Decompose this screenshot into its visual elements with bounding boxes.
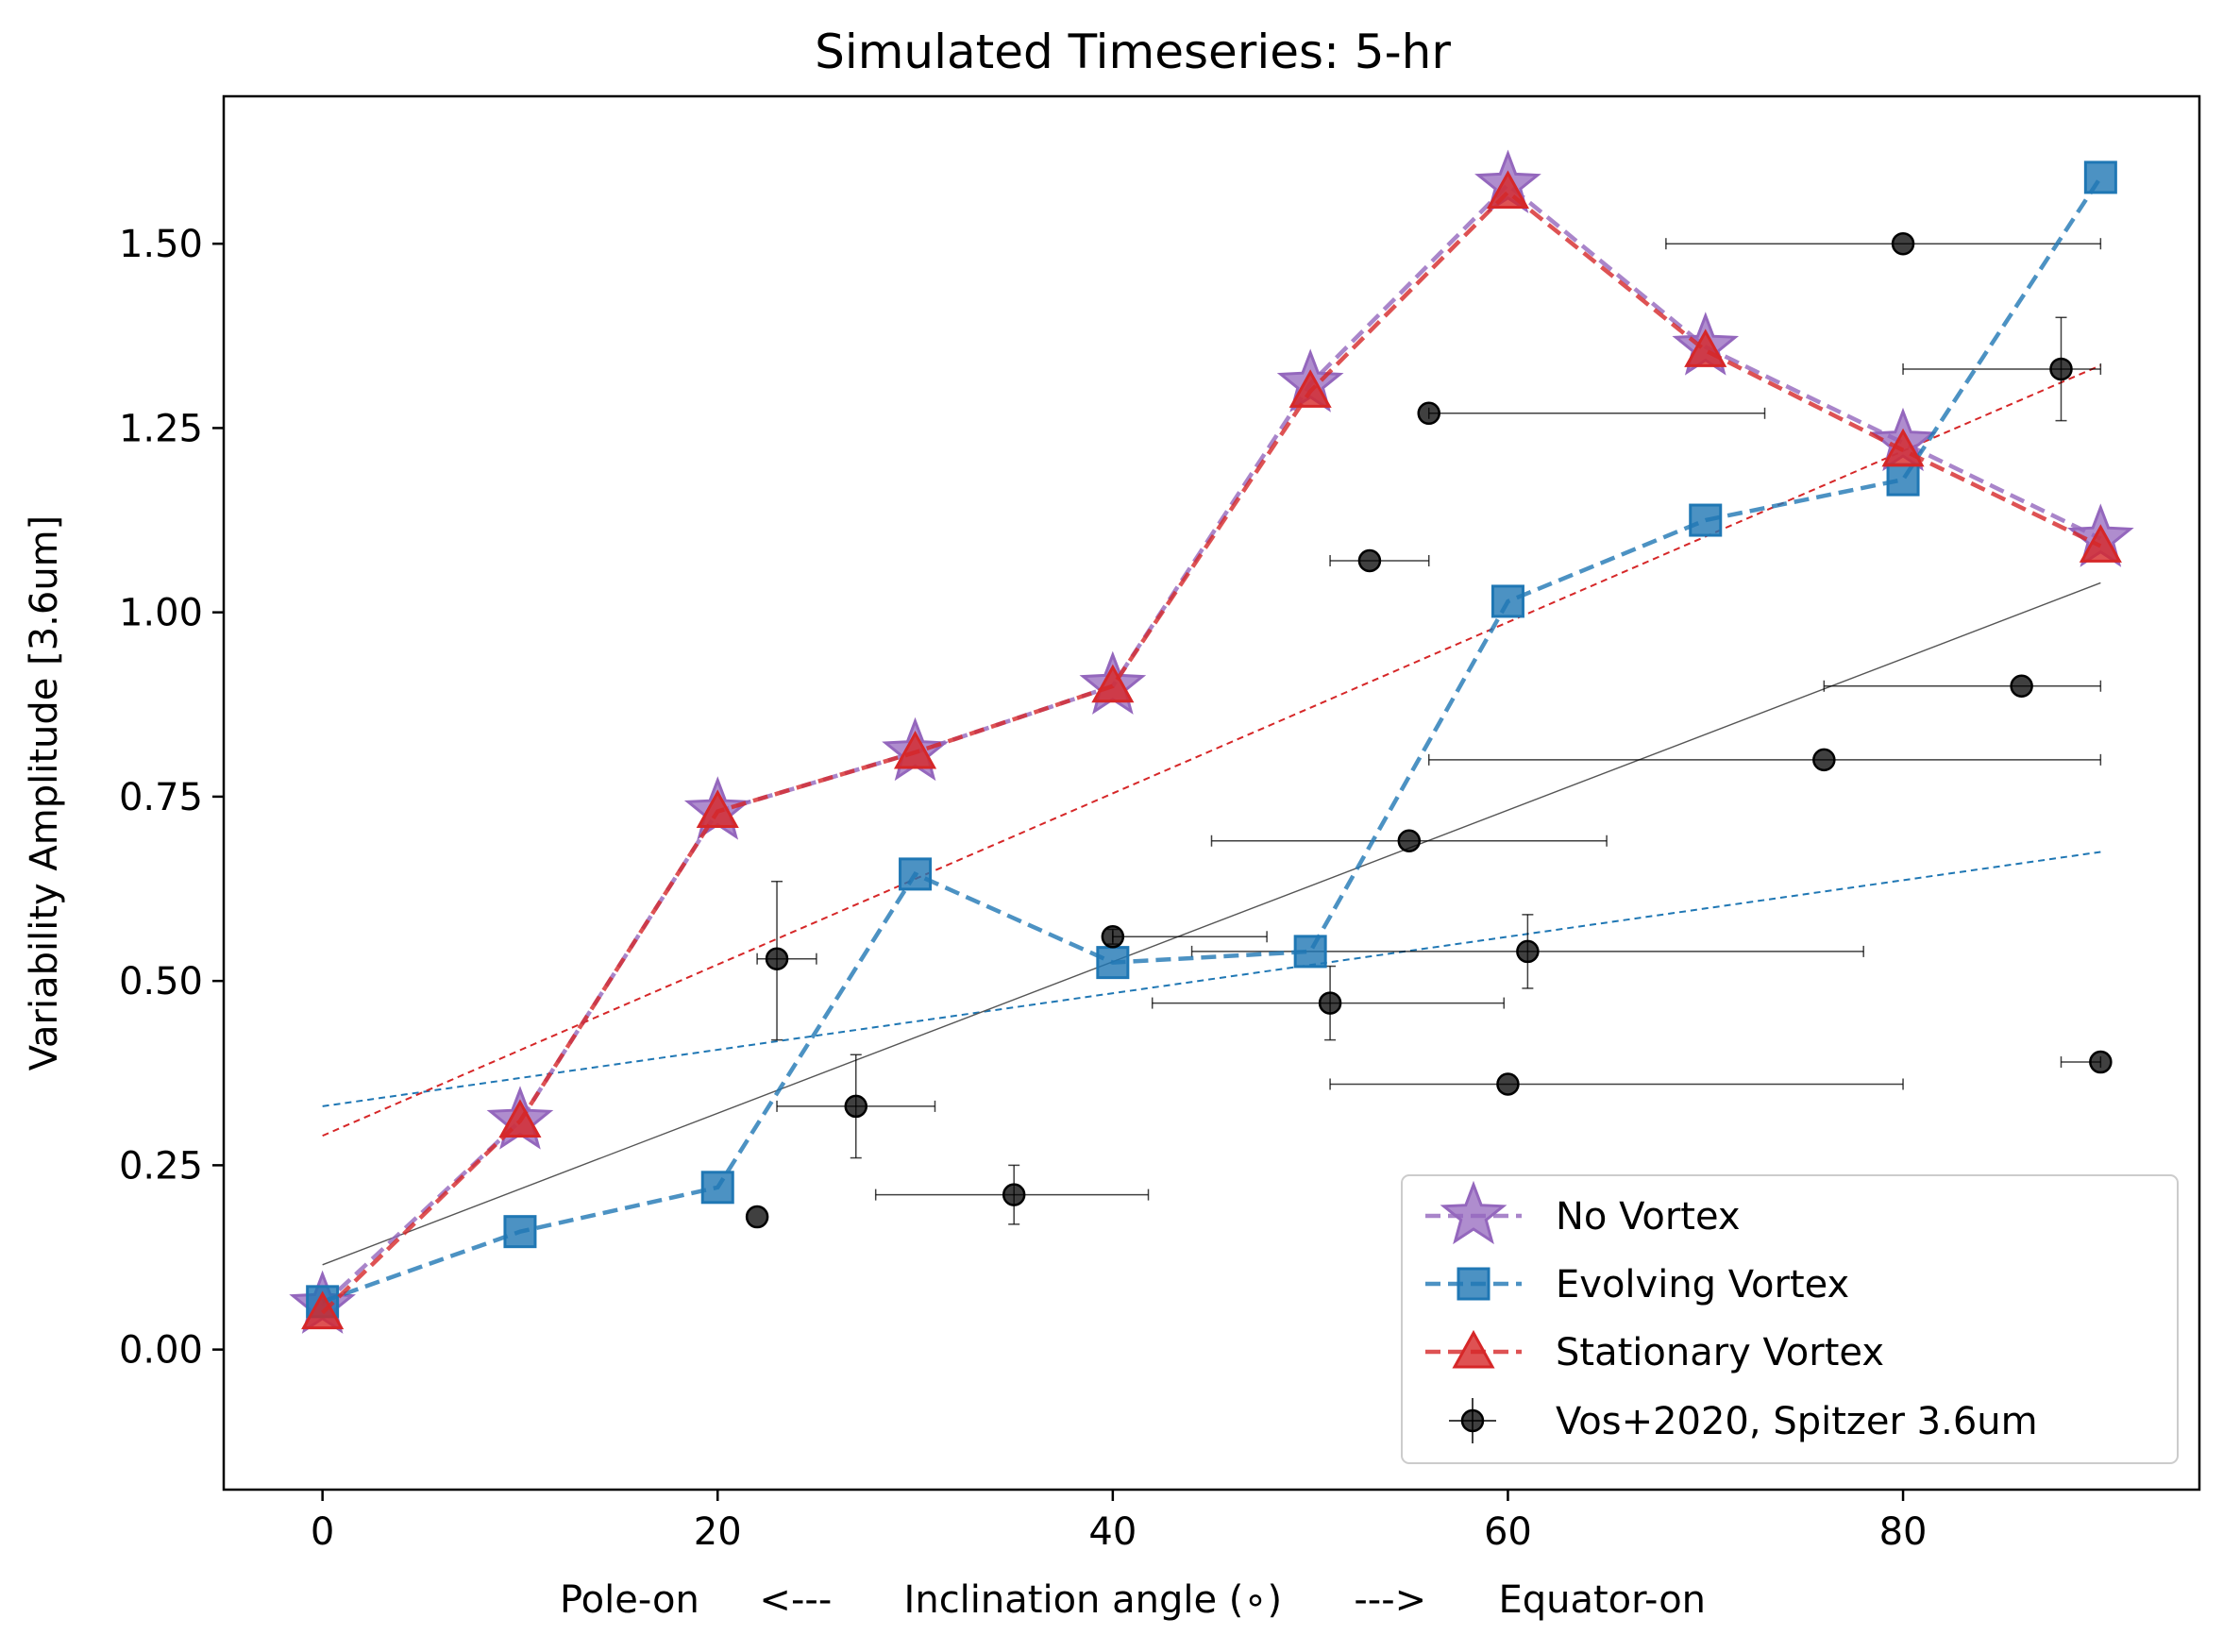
observation-point	[1357, 548, 1382, 573]
chart-title: Simulated Timeseries: 5-hr	[815, 25, 1451, 79]
series-point	[1486, 170, 1529, 210]
observation-point	[765, 947, 789, 970]
series-point	[894, 730, 937, 769]
x-tick-label: 80	[1879, 1510, 1928, 1554]
observation-point	[1812, 748, 1836, 772]
series-point	[1288, 369, 1332, 408]
series-point	[899, 857, 933, 891]
observation-point	[1002, 1183, 1026, 1206]
legend-label: Stationary Vortex	[1556, 1331, 1884, 1374]
observation-point	[1417, 401, 1440, 426]
y-tick-label: 0.50	[119, 960, 203, 1003]
series-evolving-vortex	[306, 160, 2117, 1319]
x-tick-label: 60	[1484, 1510, 1532, 1554]
series-point	[1689, 503, 1723, 537]
x-axis-label: Pole-on <--- Inclination angle (∘) ---> …	[560, 1578, 1706, 1622]
series-point	[2079, 524, 2122, 563]
legend-item: Vos+2020, Spitzer 3.6um	[1449, 1398, 2038, 1443]
errorbar-8	[1427, 407, 1766, 419]
legend: No Vortex Evolving Vortex Stationary Vorte…	[1401, 1174, 2179, 1464]
observation-point	[745, 1205, 769, 1229]
y-tick-label: 1.00	[119, 592, 203, 635]
series-point	[498, 1099, 542, 1138]
errorbar-9	[1329, 1078, 1904, 1090]
trend-line-1	[322, 364, 2101, 1138]
y-axis-label: Variability Amplitude [3.6um]	[23, 515, 66, 1070]
series-line	[321, 176, 2103, 1305]
series-point	[1490, 584, 1524, 618]
series-point	[1293, 935, 1327, 969]
x-tick-label: 40	[1088, 1510, 1137, 1554]
legend-box	[1401, 1174, 2179, 1464]
series-point	[2083, 160, 2117, 194]
series-line	[321, 181, 2102, 1307]
observation-point	[1516, 939, 1540, 964]
series-line	[321, 189, 2102, 1315]
trend-line-0	[322, 851, 2101, 1107]
model-series	[289, 149, 2134, 1334]
observation-point	[1891, 231, 1915, 256]
plot-frame	[222, 94, 2201, 1492]
series-point	[1886, 463, 1920, 497]
y-tick-label: 1.50	[119, 223, 203, 266]
legend-marker	[1440, 1180, 1507, 1245]
trend-line-2	[322, 582, 2101, 1266]
observation-point	[1496, 1072, 1520, 1096]
legend-marker	[1460, 1408, 1485, 1433]
observation-point	[1318, 991, 1342, 1015]
series-no-vortex	[289, 149, 2134, 1334]
legend-marker	[1457, 1267, 1490, 1301]
series-point	[1091, 664, 1135, 703]
errorbar-13	[1823, 680, 2102, 692]
series-point	[301, 1290, 345, 1330]
errorbar-4	[1106, 928, 1268, 945]
y-tick-label: 0.25	[119, 1144, 203, 1188]
legend-label: Vos+2020, Spitzer 3.6um	[1556, 1400, 2038, 1443]
series-point	[1096, 946, 1130, 980]
observation-point	[2089, 1050, 2113, 1074]
y-axis-ticks: 0.00 0.25 0.50 0.75 1.00 1.25 1.50	[119, 223, 224, 1373]
legend-item: No Vortex	[1425, 1180, 1741, 1245]
x-tick-label: 20	[694, 1510, 742, 1554]
observation-points	[745, 231, 2113, 1229]
series-stationary-vortex	[301, 170, 2122, 1330]
errorbar-11	[1427, 753, 2102, 766]
series-point	[1881, 428, 1925, 467]
observation-point	[844, 1094, 868, 1119]
legend-item: Evolving Vortex	[1425, 1263, 1849, 1306]
series-point	[696, 789, 739, 829]
legend-label: Evolving Vortex	[1556, 1263, 1849, 1306]
y-tick-label: 0.75	[119, 776, 203, 819]
observation-errorbars	[756, 238, 2102, 1225]
y-tick-label: 0.00	[119, 1329, 203, 1373]
trend-lines	[322, 364, 2101, 1266]
errorbar-12	[1665, 238, 2102, 250]
y-tick-label: 1.25	[119, 407, 203, 450]
observation-point	[1397, 829, 1422, 853]
x-tick-label: 0	[311, 1510, 334, 1554]
legend-label: No Vortex	[1556, 1195, 1741, 1239]
observation-point	[2010, 674, 2033, 699]
series-point	[1684, 329, 1727, 367]
observation-point	[1101, 925, 1125, 949]
observation-point	[2049, 357, 2073, 381]
x-axis-ticks: 0 20 40 60 80	[311, 1490, 1928, 1554]
legend-marker	[1452, 1329, 1495, 1369]
series-point	[503, 1215, 537, 1249]
legend-item: Stationary Vortex	[1425, 1329, 1884, 1374]
series-point	[700, 1171, 734, 1205]
